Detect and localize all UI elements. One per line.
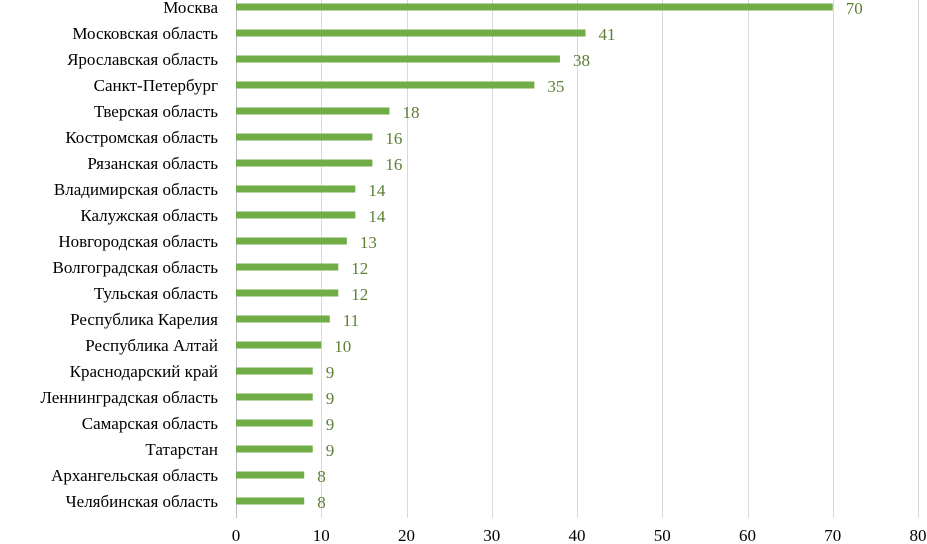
x-tick-label: 70 xyxy=(824,526,841,544)
data-label: 16 xyxy=(385,155,402,174)
bar xyxy=(236,81,535,89)
bar xyxy=(236,315,330,323)
category-label: Архангельская область xyxy=(51,466,218,485)
data-label: 41 xyxy=(599,25,616,44)
data-label: 9 xyxy=(326,389,335,408)
bar xyxy=(236,211,356,219)
bar xyxy=(236,3,833,11)
data-label: 11 xyxy=(343,311,359,330)
x-axis-tick-labels: 0 10 20 30 40 50 60 70 80 xyxy=(232,526,927,544)
data-label: 18 xyxy=(402,103,419,122)
category-label: Самарская область xyxy=(82,414,218,433)
bar xyxy=(236,289,339,297)
category-label: Республика Карелия xyxy=(70,310,218,329)
category-label: Новгородская область xyxy=(58,232,218,251)
data-label: 38 xyxy=(573,51,590,70)
category-label: Татарстан xyxy=(145,440,218,459)
data-label: 13 xyxy=(360,233,377,252)
category-label: Челябинская область xyxy=(66,492,219,511)
category-label: Ярославская область xyxy=(67,50,218,69)
category-label: Костромская область xyxy=(65,128,218,147)
category-label: Волгоградская область xyxy=(53,258,219,277)
bar xyxy=(236,237,347,245)
category-label: Тульская область xyxy=(94,284,218,303)
category-label: Тверская область xyxy=(94,102,218,121)
bar xyxy=(236,341,322,349)
bar xyxy=(236,107,390,115)
data-label: 10 xyxy=(334,337,351,356)
bar xyxy=(236,133,373,141)
x-tick-label: 40 xyxy=(569,526,586,544)
bar xyxy=(236,159,373,167)
x-tick-label: 10 xyxy=(313,526,330,544)
x-tick-label: 80 xyxy=(910,526,927,544)
data-label: 14 xyxy=(368,207,386,226)
category-label: Санкт-Петербург xyxy=(94,76,218,95)
bar xyxy=(236,497,305,505)
x-tick-label: 0 xyxy=(232,526,241,544)
bar xyxy=(236,471,305,479)
bar xyxy=(236,185,356,193)
data-label: 9 xyxy=(326,415,335,434)
data-label: 16 xyxy=(385,129,402,148)
bar xyxy=(236,445,313,453)
category-label: Рязанская область xyxy=(87,154,218,173)
bar xyxy=(236,263,339,271)
category-label: Республика Алтай xyxy=(85,336,218,355)
data-label: 70 xyxy=(846,0,863,18)
category-label: Владимирская область xyxy=(54,180,218,199)
bar xyxy=(236,367,313,375)
x-tick-label: 60 xyxy=(739,526,756,544)
data-label: 9 xyxy=(326,363,335,382)
bars xyxy=(236,3,833,505)
x-tick-label: 20 xyxy=(398,526,415,544)
data-label: 14 xyxy=(368,181,386,200)
x-tick-label: 30 xyxy=(483,526,500,544)
category-label: Москва xyxy=(163,0,218,17)
data-label: 12 xyxy=(351,285,368,304)
data-label: 8 xyxy=(317,467,326,486)
category-labels: Москва Московская область Ярославская обла… xyxy=(40,0,218,511)
data-label: 35 xyxy=(547,77,564,96)
bar xyxy=(236,55,560,63)
data-label: 12 xyxy=(351,259,368,278)
x-tick-label: 50 xyxy=(654,526,671,544)
category-label: Калужская область xyxy=(80,206,218,225)
category-label: Леннинградская область xyxy=(40,388,218,407)
data-label: 8 xyxy=(317,493,326,512)
category-label: Московская область xyxy=(72,24,218,43)
gridlines xyxy=(236,0,919,518)
bar xyxy=(236,419,313,427)
data-label: 9 xyxy=(326,441,335,460)
category-label: Краснодарский край xyxy=(70,362,218,381)
bar xyxy=(236,393,313,401)
bar xyxy=(236,29,586,37)
